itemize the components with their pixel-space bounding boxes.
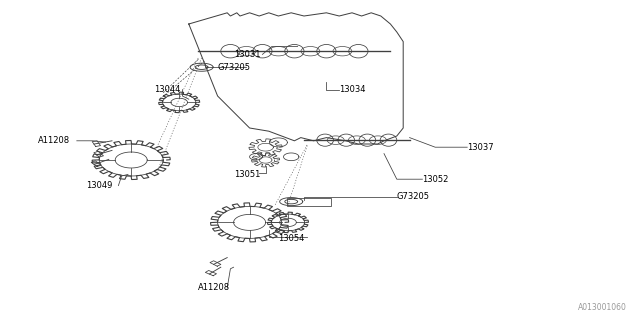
Text: 13051: 13051 <box>234 170 260 179</box>
Text: 13049: 13049 <box>86 181 113 190</box>
Text: 13054: 13054 <box>278 234 305 243</box>
Text: A013001060: A013001060 <box>579 303 627 312</box>
Text: A11208: A11208 <box>198 284 230 292</box>
Text: 13044: 13044 <box>154 85 180 94</box>
Text: 13031: 13031 <box>234 50 260 59</box>
Text: 13052: 13052 <box>422 175 449 184</box>
Text: G73205: G73205 <box>218 63 251 72</box>
Text: 13037: 13037 <box>467 143 494 152</box>
Text: A11208: A11208 <box>38 136 70 145</box>
Text: 13034: 13034 <box>339 85 365 94</box>
Text: G73205: G73205 <box>397 192 430 201</box>
